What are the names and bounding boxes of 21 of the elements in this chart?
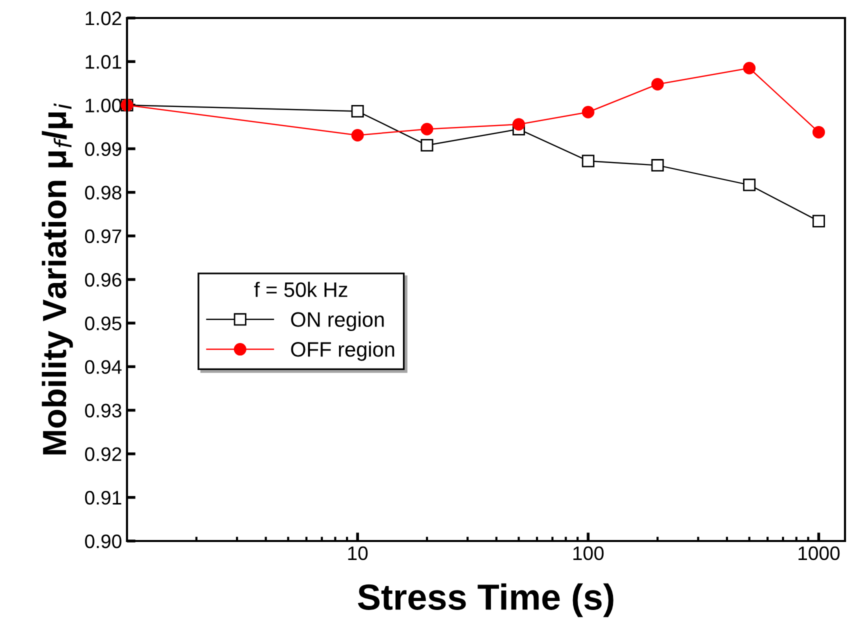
legend-label: OFF region xyxy=(291,341,394,361)
legend-title: f = 50k Hz xyxy=(254,282,348,298)
y-tick-label: 0.97 xyxy=(85,229,122,244)
y-tick-label: 1.00 xyxy=(86,98,122,112)
y-tick-label: 0.95 xyxy=(85,316,122,330)
legend-label: ON region xyxy=(291,312,384,332)
x-tick-label: 10 xyxy=(348,546,368,560)
y-tick-label: 1.01 xyxy=(86,55,122,69)
y-tick-label: 0.98 xyxy=(85,186,122,200)
y-tick-label: 0.99 xyxy=(85,142,122,156)
y-tick-label: 0.94 xyxy=(85,360,122,374)
y-tick-label: 1.02 xyxy=(86,11,122,26)
y-tick-label: 0.90 xyxy=(85,534,122,548)
x-tick-label: 100 xyxy=(573,546,604,560)
y-tick-label: 0.96 xyxy=(85,272,122,287)
y-tick-label: 0.92 xyxy=(85,447,122,462)
y-tick-label: 0.93 xyxy=(85,404,122,418)
y-axis-title: Mobility Variation μ$_{f}$/μ$_{i}$ xyxy=(42,103,73,454)
x-tick-label: 1000 xyxy=(798,546,840,560)
y-tick-label: 0.91 xyxy=(85,490,122,505)
x-axis-title: Stress Time (s) xyxy=(358,583,614,618)
